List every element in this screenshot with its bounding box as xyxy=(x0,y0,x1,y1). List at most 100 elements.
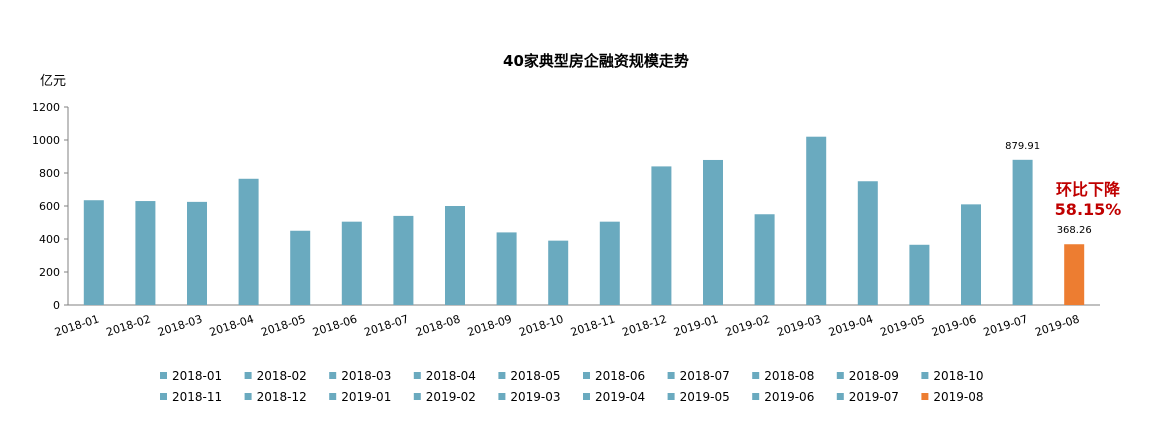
legend-label: 2018-05 xyxy=(510,369,560,383)
legend-item: 2019-04 xyxy=(583,390,645,404)
legend-label: 2018-04 xyxy=(426,369,476,383)
legend-swatch xyxy=(413,393,421,400)
x-tick-label: 2019-05 xyxy=(879,312,927,339)
legend-item: 2018-08 xyxy=(752,369,814,383)
legend-label: 2019-02 xyxy=(426,390,476,404)
bar-series xyxy=(83,136,1085,305)
legend-item: 2019-02 xyxy=(413,390,476,404)
x-tick-label: 2018-08 xyxy=(414,312,462,339)
y-tick-label: 200 xyxy=(39,266,60,279)
bar xyxy=(290,230,311,305)
legend-label: 2019-07 xyxy=(849,390,899,404)
bar xyxy=(496,232,517,305)
x-tick-label: 2019-06 xyxy=(930,312,978,339)
bar xyxy=(1064,244,1085,305)
bar xyxy=(806,136,827,305)
x-tick-label: 2019-01 xyxy=(672,312,720,339)
legend-item: 2018-11 xyxy=(160,390,222,404)
legend-label: 2018-12 xyxy=(257,390,307,404)
legend-swatch xyxy=(583,372,590,379)
legend-item: 2018-07 xyxy=(667,369,730,383)
bar xyxy=(599,221,620,305)
bar xyxy=(238,178,259,305)
y-tick-label: 600 xyxy=(39,200,60,213)
y-axis: 0 200 400 600 800 1000 1200 xyxy=(32,101,68,312)
bar xyxy=(548,240,569,305)
legend-item: 2019-08 xyxy=(921,390,984,404)
legend-swatch xyxy=(667,372,675,379)
x-tick-label: 2018-03 xyxy=(156,312,204,339)
bar xyxy=(135,201,156,305)
x-tick-label: 2018-06 xyxy=(311,312,359,339)
legend-label: 2019-04 xyxy=(595,390,645,404)
legend-swatch xyxy=(836,372,844,379)
legend-item: 2019-05 xyxy=(667,390,730,404)
legend-swatch xyxy=(921,372,929,379)
x-tick-label: 2018-12 xyxy=(621,312,669,339)
change-annotation-percent: 58.15% xyxy=(1055,200,1122,219)
chart-legend: 2018-01 2018-02 2018-03 2018-04 2018-05 2018-… xyxy=(160,369,984,404)
x-tick-label: 2019-04 xyxy=(827,312,875,339)
legend-swatch xyxy=(752,372,760,379)
legend-label: 2019-05 xyxy=(680,390,730,404)
bar xyxy=(445,206,465,305)
data-label: 368.26 xyxy=(1057,225,1092,236)
legend-swatch xyxy=(413,372,421,379)
legend-swatch xyxy=(160,393,167,400)
legend-label: 2018-01 xyxy=(172,369,222,383)
x-tick-label: 2018-10 xyxy=(517,312,565,339)
legend-item: 2018-03 xyxy=(329,369,391,383)
legend-item: 2018-01 xyxy=(160,369,222,383)
y-axis-unit-label: 亿元 xyxy=(40,74,66,89)
x-tick-label: 2018-11 xyxy=(569,312,617,339)
legend-swatch xyxy=(752,393,760,400)
legend-item: 2018-05 xyxy=(498,369,561,383)
x-axis-tick-labels: 2018-01 2018-02 2018-03 2018-04 2018-05 2018-… xyxy=(53,312,1081,339)
x-tick-label: 2019-07 xyxy=(982,312,1030,339)
legend-swatch xyxy=(836,393,844,400)
legend-item: 2019-03 xyxy=(498,390,561,404)
legend-swatch xyxy=(244,372,252,379)
bar xyxy=(754,214,775,305)
change-annotation-text: 环比下降 xyxy=(1056,180,1121,199)
y-tick-label: 800 xyxy=(39,167,60,180)
legend-label: 2019-01 xyxy=(341,390,391,404)
legend-swatch xyxy=(160,372,167,379)
legend-item: 2019-01 xyxy=(329,390,391,404)
legend-label: 2018-06 xyxy=(595,369,645,383)
bar xyxy=(393,215,414,305)
legend-item: 2018-04 xyxy=(413,369,476,383)
bar xyxy=(1012,159,1033,305)
chart-title: 40家典型房企融资规模走势 xyxy=(503,52,689,70)
legend-item: 2018-10 xyxy=(921,369,984,383)
data-labels: 879.91 368.26 xyxy=(1005,141,1092,236)
y-tick-label: 1200 xyxy=(32,101,60,114)
legend-swatch xyxy=(667,393,675,400)
x-tick-label: 2018-09 xyxy=(466,312,514,339)
x-tick-label: 2018-01 xyxy=(53,312,101,339)
legend-swatch xyxy=(329,393,337,400)
x-tick-label: 2019-02 xyxy=(724,312,772,339)
bar xyxy=(961,204,981,305)
x-tick-label: 2018-07 xyxy=(363,312,411,339)
bar xyxy=(857,181,878,305)
bar xyxy=(909,244,930,305)
legend-label: 2019-06 xyxy=(764,390,814,404)
y-tick-label: 0 xyxy=(53,299,60,312)
legend-item: 2018-12 xyxy=(244,390,307,404)
x-tick-label: 2019-03 xyxy=(775,312,823,339)
x-tick-label: 2018-04 xyxy=(208,312,256,339)
y-tick-label: 400 xyxy=(39,233,60,246)
legend-item: 2018-02 xyxy=(244,369,307,383)
bar xyxy=(703,159,723,305)
legend-label: 2018-02 xyxy=(257,369,307,383)
data-label: 879.91 xyxy=(1005,141,1040,152)
x-tick-label: 2018-02 xyxy=(105,312,153,339)
legend-swatch xyxy=(498,372,506,379)
legend-item: 2019-06 xyxy=(752,390,814,404)
legend-label: 2018-03 xyxy=(341,369,391,383)
legend-label: 2018-11 xyxy=(172,390,222,404)
legend-swatch xyxy=(583,393,590,400)
y-tick-label: 1000 xyxy=(32,134,60,147)
